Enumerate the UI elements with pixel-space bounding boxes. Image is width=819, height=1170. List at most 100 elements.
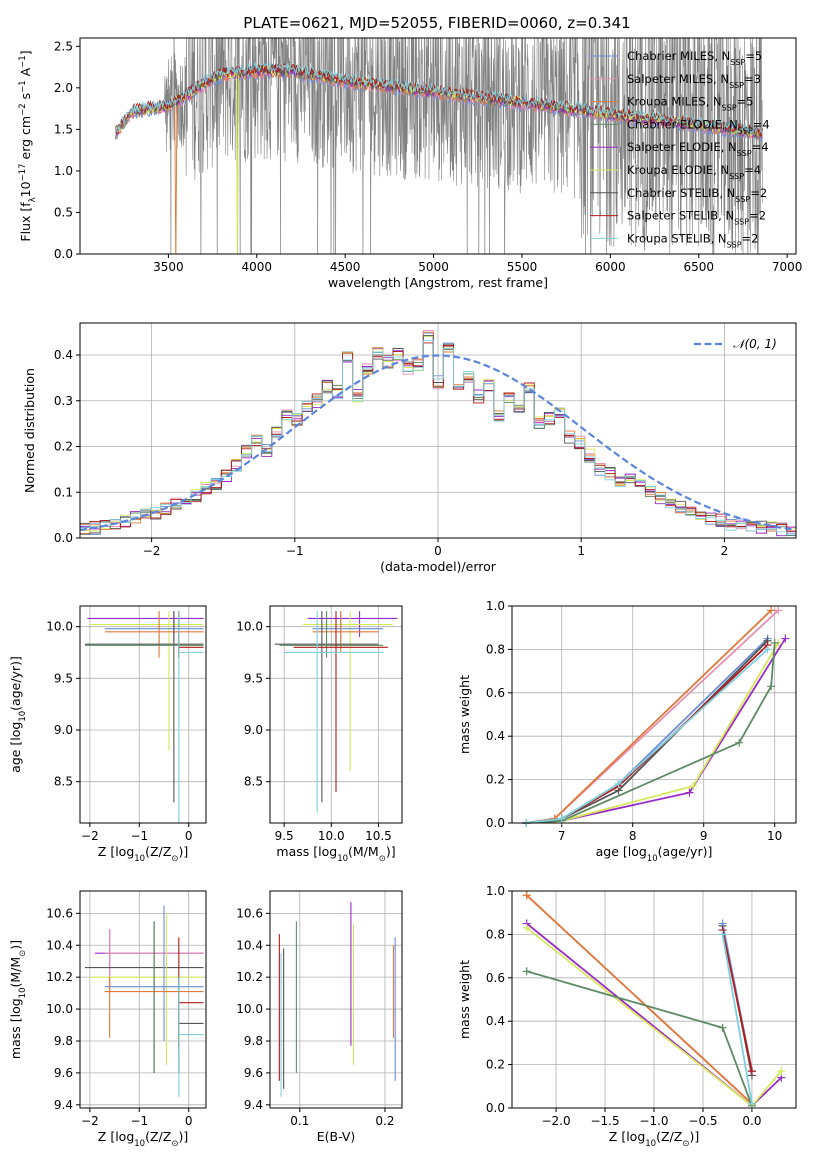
x-axis-label: age [log10(age/yr)]: [596, 844, 713, 864]
y-tick-label: 2.5: [54, 39, 73, 53]
y-tick-label: 9.0: [244, 723, 263, 737]
x-tick-label: 10.0: [318, 829, 345, 843]
spectrum-model-line: [114, 61, 763, 135]
y-tick-label: 10.4: [46, 938, 73, 952]
axes-frame: [511, 890, 797, 1109]
x-axis-label: Z [log10(Z/Z⊙)]: [98, 844, 188, 864]
y-axis-label: mass [log10(M/M⊙)]: [8, 940, 28, 1059]
y-tick-label: 10.6: [236, 906, 263, 920]
data-point-marker: [735, 738, 744, 747]
data-point-marker: [614, 779, 623, 788]
data-point-marker: [522, 967, 531, 976]
data-point-marker: [747, 1067, 756, 1076]
axes-frame: [511, 605, 797, 824]
x-tick-label: 8: [629, 829, 637, 843]
x-tick-label: 0.1: [290, 1114, 309, 1128]
massweight-vs-age-panel: 7 8 9 10 0.0 0.2 0.4 0.6 0.8 1.0 age [log10(age/yr…: [457, 599, 797, 864]
mass-weight-line: [526, 609, 779, 824]
y-tick-label: 9.0: [54, 723, 73, 737]
axes-frame: [79, 37, 797, 255]
axes-frame: [269, 890, 403, 1109]
axes-frame: [269, 605, 403, 824]
x-tick-label: 9.5: [275, 829, 294, 843]
x-tick-label: 0: [434, 544, 442, 558]
y-tick-label: 9.6: [54, 1066, 73, 1080]
y-tick-label: 0.0: [486, 816, 505, 830]
spectrum-panel: 3500 4000 4500 5000 5500 6000 6500 7000 0.0 0.5 1.…: [18, 37, 803, 290]
y-tick-label: 9.8: [244, 1034, 263, 1048]
x-tick-label: 6000: [595, 260, 626, 274]
y-tick-label: 0.6: [486, 686, 505, 700]
mass-weight-line: [721, 929, 753, 1072]
y-tick-label: 0.8: [486, 927, 505, 941]
y-tick-label: 10.0: [236, 620, 263, 634]
mass-weight-line: [721, 934, 753, 1104]
x-tick-label: 5000: [418, 260, 449, 274]
y-tick-label: 1.0: [54, 164, 73, 178]
gaussian-reference-curve: [80, 354, 794, 532]
residuals-plot-area: [80, 329, 796, 537]
x-tick-label: 3500: [153, 260, 184, 274]
y-tick-label: 8.5: [244, 775, 263, 789]
y-tick-label: 10.4: [236, 938, 263, 952]
mass-weight-line: [526, 970, 753, 1107]
y-axis-label: Normed distribution: [22, 368, 37, 493]
mass-vs-EBV-plot-area: [278, 902, 396, 1097]
legend-label: Chabrier STELIB, NSSP=2: [627, 186, 767, 204]
x-tick-label: 1: [577, 544, 585, 558]
y-tick-label: 0.4: [486, 1014, 505, 1028]
mass-vs-Z-panel: −2 −1 0 9.4 9.6 9.8 10.0 10.2 10.4 10.6 Z [log10(Z…: [8, 890, 207, 1149]
data-point-marker: [522, 923, 531, 932]
x-tick-label: 7: [558, 829, 566, 843]
age-vs-Z-panel: −2 −1 0 8.5 9.0 9.5 10.0 Z [log10(Z/Z⊙)] age [lo…: [8, 605, 207, 864]
data-point-marker: [718, 930, 727, 939]
y-tick-label: 10.0: [46, 620, 73, 634]
x-axis-label: E(B-V): [317, 1129, 356, 1144]
y-tick-label: 10.0: [236, 1002, 263, 1016]
y-tick-label: 9.5: [54, 671, 73, 685]
figure-title: PLATE=0621, MJD=52055, FIBERID=0060, z=0…: [243, 14, 630, 32]
y-tick-label: 0.0: [486, 1101, 505, 1115]
data-point-marker: [522, 891, 531, 900]
legend-label: 𝒩(0, 1): [733, 337, 777, 351]
y-tick-label: 0.3: [54, 394, 73, 408]
legend-label: Kroupa MILES, NSSP=5: [627, 95, 753, 113]
y-axis-label: mass weight: [457, 960, 472, 1039]
x-tick-label: −1.0: [639, 1114, 668, 1128]
y-tick-label: 10.6: [46, 906, 73, 920]
y-tick-label: 0.4: [54, 348, 73, 362]
x-tick-label: 7000: [772, 260, 803, 274]
mass-weight-line: [526, 648, 769, 824]
x-tick-label: −1: [286, 544, 304, 558]
y-tick-label: 8.5: [54, 775, 73, 789]
residuals-panel: −2 −1 0 1 2 0.0 0.1 0.2 0.3 0.4 (data-model)/error…: [22, 322, 797, 574]
y-tick-label: 9.8: [54, 1034, 73, 1048]
data-point-marker: [685, 788, 694, 797]
x-tick-label: 0: [185, 1114, 193, 1128]
y-tick-label: 0.2: [486, 1058, 505, 1072]
x-tick-label: −2: [81, 1114, 99, 1128]
y-tick-label: 10.2: [236, 970, 263, 984]
y-tick-label: 1.0: [486, 599, 505, 613]
x-tick-label: 10.5: [365, 829, 392, 843]
mass-vs-EBV-panel: 0.1 0.2 9.4 9.6 9.8 10.0 10.2 10.4 10.6 E(B-V): [236, 890, 403, 1144]
legend-label: Kroupa ELODIE, NSSP=4: [627, 163, 761, 181]
x-tick-label: 10: [767, 829, 782, 843]
data-point-marker: [767, 682, 776, 691]
y-tick-label: 0.2: [486, 773, 505, 787]
y-tick-label: 1.0: [486, 884, 505, 898]
x-tick-label: 4000: [242, 260, 273, 274]
y-tick-label: 9.4: [244, 1098, 263, 1112]
y-tick-label: 0.8: [486, 642, 505, 656]
legend-label: Salpeter ELODIE, NSSP=4: [627, 140, 769, 158]
data-point-marker: [689, 782, 698, 791]
x-tick-label: −2.0: [541, 1114, 570, 1128]
x-tick-label: 5500: [507, 260, 538, 274]
y-tick-label: 0.0: [54, 531, 73, 545]
y-tick-label: 10.2: [46, 970, 73, 984]
x-axis-label: mass [log10(M/M⊙)]: [276, 844, 395, 864]
data-point-marker: [747, 1099, 756, 1108]
x-tick-label: −1: [130, 1114, 148, 1128]
